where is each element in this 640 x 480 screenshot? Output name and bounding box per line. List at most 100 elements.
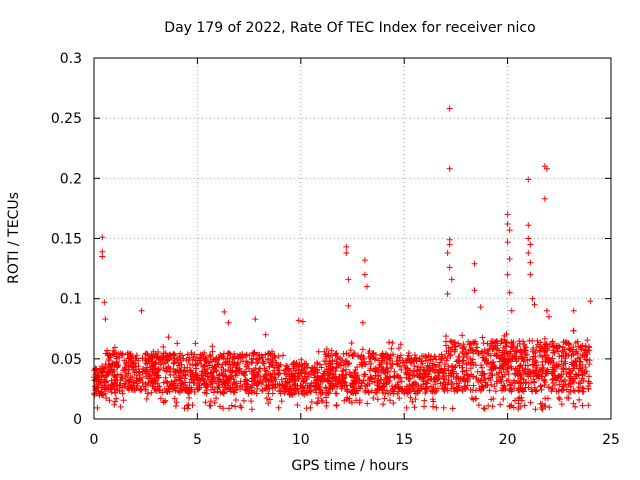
- data-point: [369, 378, 376, 385]
- data-point: [453, 374, 460, 381]
- data-point: [451, 364, 458, 371]
- data-point: [489, 403, 496, 410]
- data-point: [558, 401, 565, 408]
- data-point: [278, 376, 285, 383]
- data-point: [267, 371, 274, 378]
- data-point: [549, 379, 556, 386]
- data-point: [207, 376, 214, 383]
- data-point-outlier: [101, 299, 108, 306]
- data-point: [367, 355, 374, 362]
- data-point: [499, 373, 506, 380]
- data-point: [248, 378, 255, 385]
- data-point: [111, 344, 118, 351]
- data-point: [198, 353, 205, 360]
- data-point: [139, 365, 146, 372]
- data-point: [533, 364, 540, 371]
- data-point: [537, 383, 544, 390]
- data-point: [304, 364, 311, 371]
- data-point: [354, 364, 361, 371]
- data-point: [539, 345, 546, 352]
- data-point: [102, 384, 109, 391]
- data-point: [162, 374, 169, 381]
- data-point: [383, 387, 390, 394]
- data-point: [269, 384, 276, 391]
- y-axis-label: ROTI / TECUs: [6, 192, 22, 284]
- data-point: [304, 382, 311, 389]
- data-point: [125, 385, 132, 392]
- data-point: [430, 376, 437, 383]
- data-point: [532, 406, 539, 413]
- data-point: [421, 403, 428, 410]
- data-point-outlier: [444, 290, 451, 297]
- data-point: [518, 349, 525, 356]
- data-point: [94, 404, 101, 411]
- data-point: [204, 374, 211, 381]
- data-point: [334, 383, 341, 390]
- data-point: [497, 340, 504, 347]
- y-tick-label: 0.25: [51, 111, 82, 127]
- data-point: [518, 397, 525, 404]
- data-point: [545, 354, 552, 361]
- data-point: [466, 341, 473, 348]
- data-point: [524, 362, 531, 369]
- data-point-outlier: [529, 295, 536, 302]
- data-point: [232, 372, 239, 379]
- data-point: [573, 348, 580, 355]
- data-point: [464, 372, 471, 379]
- data-point: [572, 403, 579, 410]
- data-point-outlier: [525, 249, 532, 256]
- data-point: [152, 365, 159, 372]
- data-point: [386, 355, 393, 362]
- data-point: [351, 369, 358, 376]
- data-point: [339, 383, 346, 390]
- data-point: [585, 378, 592, 385]
- data-point: [177, 384, 184, 391]
- data-point: [517, 353, 524, 360]
- data-point: [219, 361, 226, 368]
- data-point: [468, 395, 475, 402]
- data-point: [407, 394, 414, 401]
- data-point: [542, 370, 549, 377]
- data-point: [116, 354, 123, 361]
- data-point: [268, 355, 275, 362]
- data-point: [192, 340, 199, 347]
- data-point: [491, 383, 498, 390]
- data-point: [489, 372, 496, 379]
- data-point: [322, 384, 329, 391]
- data-point: [431, 387, 438, 394]
- x-tick-label: 5: [193, 432, 202, 448]
- data-point: [218, 364, 225, 371]
- data-point: [236, 366, 243, 373]
- data-point: [500, 365, 507, 372]
- data-point: [148, 359, 155, 366]
- data-point: [280, 352, 287, 359]
- data-point: [459, 368, 466, 375]
- data-point: [412, 390, 419, 397]
- data-point: [396, 354, 403, 361]
- data-point: [387, 374, 394, 381]
- data-point: [209, 348, 216, 355]
- data-point: [330, 375, 337, 382]
- data-point: [575, 343, 582, 350]
- data-point: [268, 376, 275, 383]
- data-point: [213, 368, 220, 375]
- data-point: [443, 348, 450, 355]
- data-point: [366, 348, 373, 355]
- data-point-outlier: [527, 241, 534, 248]
- data-point: [555, 387, 562, 394]
- data-point: [463, 367, 470, 374]
- data-point-outlier: [138, 307, 145, 314]
- data-point: [422, 367, 429, 374]
- data-point: [226, 405, 233, 412]
- data-point: [398, 378, 405, 385]
- data-point: [541, 376, 548, 383]
- data-point: [300, 384, 307, 391]
- data-point: [479, 334, 486, 341]
- data-point: [198, 361, 205, 368]
- data-point: [541, 349, 548, 356]
- data-point: [477, 387, 484, 394]
- data-point: [543, 340, 550, 347]
- data-point: [315, 348, 322, 355]
- data-point: [165, 363, 172, 370]
- data-point: [172, 387, 179, 394]
